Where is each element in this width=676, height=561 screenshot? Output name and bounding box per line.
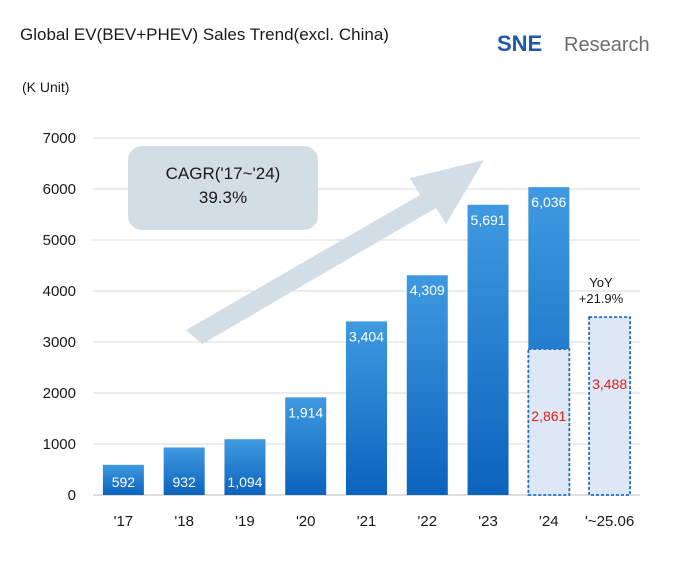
bar-value-label: 932 [172,474,196,490]
y-tick-label: 1000 [43,436,76,453]
half-year-bars: 2,861 3,488 [527,316,632,496]
bar [102,464,144,495]
x-tick-label: '17 [114,513,134,530]
x-tick-label: '~25.06 [585,513,634,530]
y-tick-label: 7000 [43,130,76,147]
cagr-value: 39.3% [199,188,247,207]
yoy-value: +21.9% [579,291,624,306]
half-year-bar [588,316,632,496]
bar-value-label: 5,691 [471,212,506,228]
y-tick-label: 5000 [43,232,76,249]
y-tick-label: 3000 [43,334,76,351]
bar [285,397,327,495]
x-tick-label: '19 [235,513,255,530]
x-tick-label: '20 [296,513,316,530]
yoy-annotation: YoY +21.9% [579,275,624,306]
bar [467,204,509,495]
bar [163,447,205,495]
x-axis-ticks: '17 '18 '19 '20 '21 '22 '23 '24 '~25.06 [114,513,635,530]
y-tick-label: 4000 [43,283,76,300]
bar-value-label: 4,309 [410,282,445,298]
y-tick-label: 0 [68,487,76,504]
bar [224,439,266,495]
chart-title: Global EV(BEV+PHEV) Sales Trend(excl. Ch… [20,25,389,44]
bar-value-label: 6,036 [531,194,566,210]
y-axis-unit: (K Unit) [22,79,69,95]
bar-value-label: 1,094 [227,474,262,490]
y-tick-label: 2000 [43,385,76,402]
bar-value-label: 1,914 [288,404,323,420]
cagr-label: CAGR('17~'24) [166,164,281,183]
x-tick-label: '22 [417,513,437,530]
bars: 592 932 1,094 1,914 3,404 4,309 5,691 6,036 [102,187,570,495]
cagr-box: CAGR('17~'24) 39.3% [128,146,318,230]
x-tick-label: '21 [357,513,377,530]
trend-arrow [186,160,484,344]
half-year-value-label: 2,861 [531,408,566,424]
bar-value-label: 3,404 [349,328,384,344]
x-tick-label: '24 [539,513,559,530]
bar-value-label: 592 [112,474,136,490]
sne-research-logo: SNE Research [497,31,650,56]
y-axis-ticks: 0 1000 2000 3000 4000 5000 6000 7000 [43,130,76,504]
yoy-label: YoY [589,275,613,290]
half-year-value-label: 3,488 [592,376,627,392]
half-year-bar [527,348,571,496]
logo-suffix: Research [564,34,650,56]
bar [346,321,387,495]
y-tick-label: 6000 [43,181,76,198]
logo-brand: SNE [497,31,542,56]
x-tick-label: '18 [174,513,194,530]
x-tick-label: '23 [478,513,498,530]
bar [406,275,448,495]
